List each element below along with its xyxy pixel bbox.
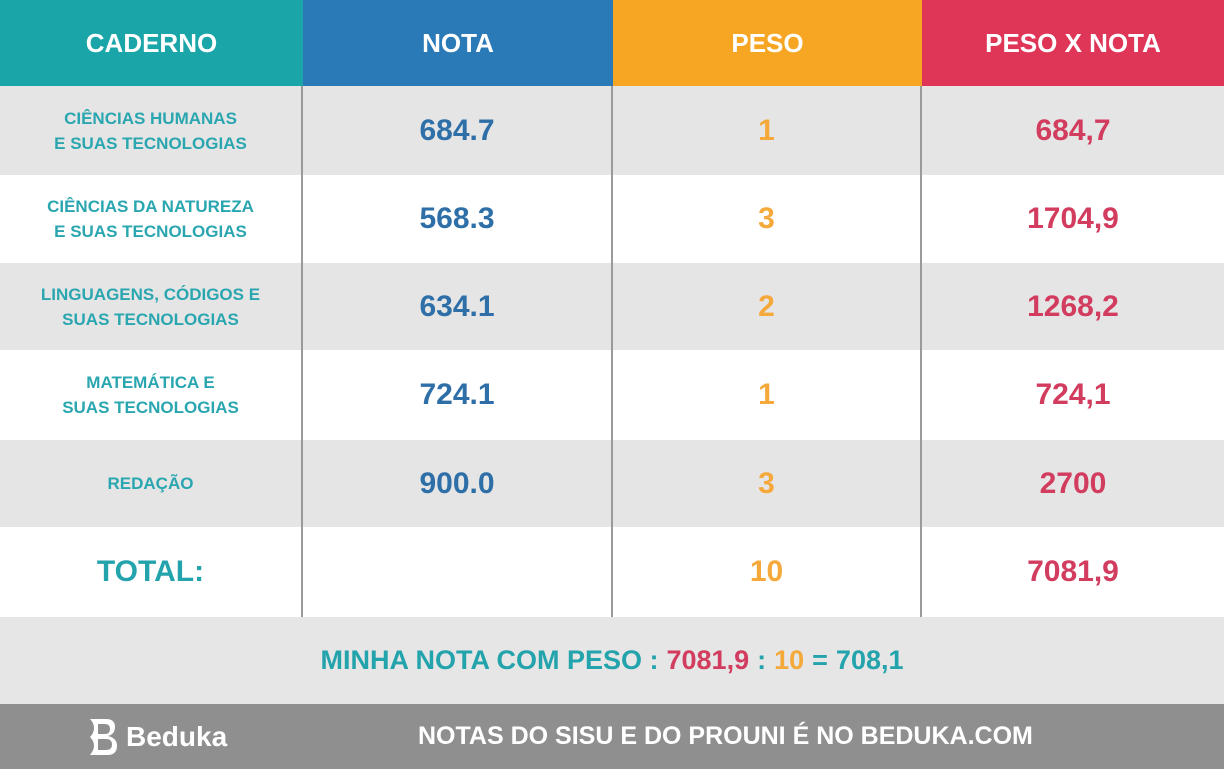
nota-cell: 568.3	[303, 175, 613, 263]
peso-x-nota-cell: 1268,2	[1027, 289, 1119, 323]
caderno-cell: CIÊNCIAS HUMANAS E SUAS TECNOLOGIAS	[0, 86, 303, 175]
table-header: CADERNO NOTA PESO PESO X NOTA	[0, 0, 1224, 86]
total-row: TOTAL: 10 7081,9	[0, 527, 1224, 617]
brand-name: Beduka	[126, 720, 228, 752]
footer-tagline[interactable]: NOTAS DO SISU E DO PROUNI É NO BEDUKA.CO…	[418, 722, 1033, 750]
summary-total: 7081,9	[666, 645, 750, 675]
total-peso-x-nota-cell: 7081,9	[1027, 555, 1119, 588]
table-row: LINGUAGENS, CÓDIGOS E SUAS TECNOLOGIAS 63…	[0, 263, 1224, 350]
peso-x-nota-cell: 1704,9	[1027, 202, 1119, 235]
caderno-cell: REDAÇÃO	[0, 440, 303, 527]
header-nota: NOTA	[303, 0, 613, 86]
summary-label: MINHA NOTA COM PESO :	[320, 645, 659, 675]
nota-cell: 724.1	[303, 350, 613, 440]
peso-cell: 3	[613, 175, 922, 263]
weighted-score-summary: MINHA NOTA COM PESO : 7081,9 : 10 = 708,…	[0, 617, 1224, 704]
table-row: MATEMÁTICA E SUAS TECNOLOGIAS 724.1 1 724…	[0, 350, 1224, 440]
header-peso-x-nota: PESO X NOTA	[922, 0, 1224, 86]
caderno-label: CIÊNCIAS DA NATUREZA	[47, 197, 254, 216]
peso-cell: 1	[613, 86, 922, 175]
peso-cell: 2	[613, 263, 922, 350]
caderno-label: SUAS TECNOLOGIAS	[62, 398, 239, 417]
footer-bar: Beduka NOTAS DO SISU E DO PROUNI É NO BE…	[0, 704, 1224, 769]
beduka-b-logo-icon	[90, 718, 117, 755]
nota-cell: 634.1	[303, 263, 613, 350]
nota-cell: 900.0	[303, 440, 613, 527]
peso-x-nota-cell: 684,7	[1035, 113, 1111, 147]
caderno-label: E SUAS TECNOLOGIAS	[54, 222, 247, 241]
total-label: TOTAL:	[0, 527, 303, 617]
header-caderno: CADERNO	[0, 0, 303, 86]
caderno-label: CIÊNCIAS HUMANAS	[64, 108, 237, 128]
total-peso-cell: 10	[613, 527, 922, 617]
table-row: CIÊNCIAS HUMANAS E SUAS TECNOLOGIAS 684.7…	[0, 86, 1224, 175]
summary-divide-sign: :	[757, 645, 767, 675]
peso-x-nota-cell: 724,1	[1035, 378, 1111, 411]
total-nota-cell	[303, 527, 613, 617]
peso-x-nota-cell: 2700	[1039, 466, 1107, 500]
summary-equals-sign: =	[812, 645, 828, 675]
caderno-label: REDAÇÃO	[107, 474, 194, 493]
table-row: CIÊNCIAS DA NATUREZA E SUAS TECNOLOGIAS 5…	[0, 175, 1224, 263]
caderno-label: SUAS TECNOLOGIAS	[62, 309, 239, 329]
caderno-label: MATEMÁTICA E	[86, 373, 215, 392]
nota-cell: 684.7	[303, 86, 613, 175]
caderno-label: E SUAS TECNOLOGIAS	[54, 133, 247, 153]
weighted-score-table: CADERNO NOTA PESO PESO X NOTA CIÊNCIAS H…	[0, 0, 1224, 617]
caderno-cell: MATEMÁTICA E SUAS TECNOLOGIAS	[0, 350, 303, 440]
caderno-label: LINGUAGENS, CÓDIGOS E	[40, 284, 261, 304]
table-row: REDAÇÃO 900.0 3 2700	[0, 440, 1224, 527]
peso-cell: 3	[613, 440, 922, 527]
peso-cell: 1	[613, 350, 922, 440]
header-peso: PESO	[613, 0, 922, 86]
caderno-cell: CIÊNCIAS DA NATUREZA E SUAS TECNOLOGIAS	[0, 175, 303, 263]
summary-result: 708,1	[835, 645, 904, 675]
caderno-cell: LINGUAGENS, CÓDIGOS E SUAS TECNOLOGIAS	[0, 263, 303, 350]
beduka-logo[interactable]: Beduka	[86, 716, 227, 758]
summary-peso: 10	[774, 645, 805, 675]
